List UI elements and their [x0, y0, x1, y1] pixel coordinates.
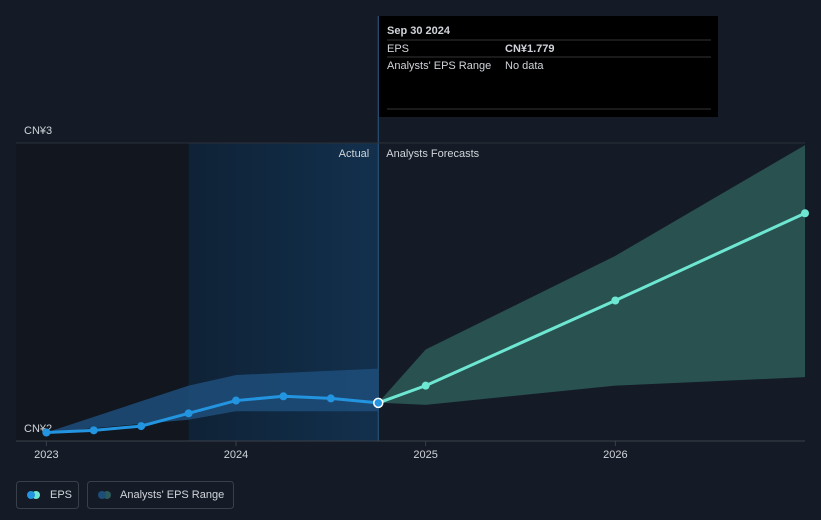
tooltip-label: Analysts' EPS Range: [387, 60, 491, 72]
eps-point: [232, 396, 241, 405]
past-label: Actual: [339, 148, 370, 160]
y-tick-label: CN¥3: [24, 125, 52, 137]
eps-point: [326, 394, 335, 403]
eps-range: [378, 145, 805, 405]
tooltip-label: EPS: [387, 43, 409, 55]
past-region: [16, 143, 189, 441]
eps-line: [377, 211, 806, 405]
hover-point: [373, 397, 384, 409]
legend-item[interactable]: [16, 481, 79, 509]
legend-label: Analysts' EPS Range: [120, 489, 224, 501]
tooltip-value: No data: [505, 60, 544, 72]
tooltip-box: [379, 16, 718, 117]
eps-point: [184, 409, 193, 418]
eps-point: [801, 209, 809, 218]
legend-swatch: [27, 491, 35, 499]
x-tick-label: 2025: [413, 449, 437, 461]
eps-point: [137, 422, 146, 431]
eps-line: [46, 394, 379, 434]
eps-point: [279, 392, 288, 401]
x-tick-label: 2023: [34, 449, 58, 461]
eps-point: [89, 426, 98, 435]
eps-point: [421, 381, 430, 390]
tooltip-date: Sep 30 2024: [387, 25, 451, 37]
eps-point: [611, 296, 620, 305]
future-label: Analysts Forecasts: [386, 148, 479, 160]
eps-range: [46, 368, 379, 433]
legend-swatch: [98, 491, 106, 499]
x-tick-label: 2026: [603, 449, 627, 461]
legend-item[interactable]: [87, 481, 234, 509]
eps-point: [42, 428, 51, 437]
x-tick-label: 2024: [224, 449, 248, 461]
legend-label: EPS: [50, 489, 72, 501]
tooltip-value: CN¥1.779: [505, 43, 555, 55]
